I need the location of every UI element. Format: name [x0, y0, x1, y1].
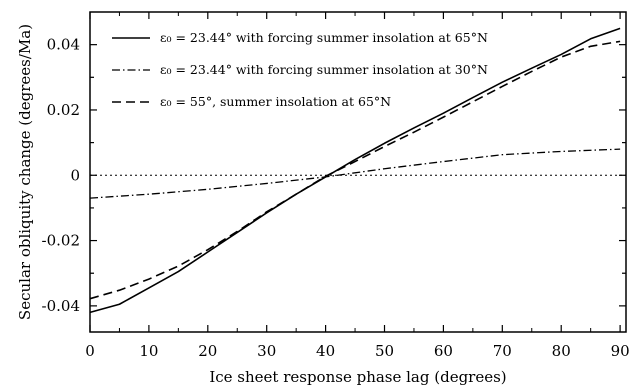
legend: ε₀ = 23.44° with forcing summer insolati… — [112, 30, 488, 109]
series-line-1 — [89, 27, 621, 314]
x-axis-title: Ice sheet response phase lag (degrees) — [209, 368, 506, 386]
x-tick-label: 80 — [552, 342, 571, 360]
y-tick-label: 0.02 — [47, 101, 80, 119]
series-lines — [89, 27, 621, 314]
x-tick-label: 70 — [493, 342, 512, 360]
x-tick-label: 30 — [257, 342, 276, 360]
legend-label-series-3: ε₀ = 55°, summer insolation at 65°N — [160, 94, 391, 109]
plot-frame — [89, 11, 627, 333]
x-tick-label: 50 — [375, 342, 394, 360]
y-tick-label: -0.04 — [42, 297, 80, 315]
legend-label-series-1: ε₀ = 23.44° with forcing summer insolati… — [160, 30, 488, 45]
series-line-3 — [89, 40, 621, 300]
x-tick-label: 0 — [85, 342, 95, 360]
y-tick-label: 0.04 — [47, 36, 80, 54]
y-tick-labels: -0.04 -0.02 0 0.02 0.04 — [42, 36, 80, 315]
x-tick-labels: 0 10 20 30 40 50 60 70 80 90 — [85, 342, 629, 360]
series-line-2 — [89, 148, 621, 199]
y-axis-title: Secular obliquity change (degrees/Ma) — [16, 24, 34, 320]
y-tick-label: -0.02 — [42, 232, 80, 250]
x-tick-label: 10 — [139, 342, 158, 360]
legend-label-series-2: ε₀ = 23.44° with forcing summer insolati… — [160, 62, 488, 77]
x-tick-label: 20 — [198, 342, 217, 360]
axis-ticks — [89, 12, 626, 332]
x-tick-label: 40 — [316, 342, 335, 360]
x-tick-label: 90 — [611, 342, 630, 360]
x-tick-label: 60 — [434, 342, 453, 360]
y-tick-label: 0 — [70, 166, 80, 184]
